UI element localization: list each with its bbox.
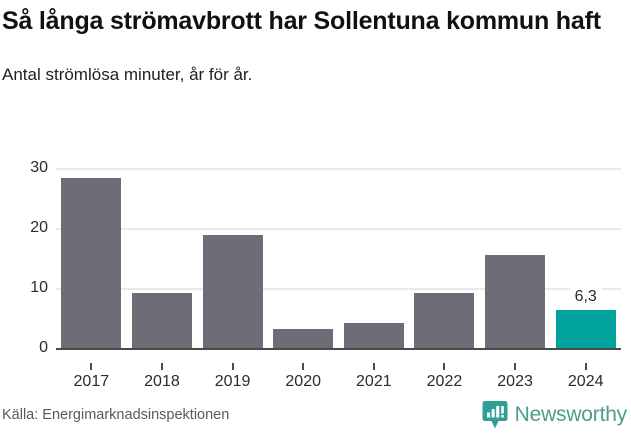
gridline xyxy=(56,228,621,230)
y-tick-label: 0 xyxy=(39,339,48,356)
bar-slot xyxy=(268,168,339,348)
x-tick xyxy=(302,363,305,370)
bar-slot xyxy=(409,168,480,348)
x-axis-slot: 2018 xyxy=(127,363,198,393)
bar-series: 6,3 xyxy=(56,168,621,348)
bar-2017[interactable] xyxy=(61,178,122,348)
bar-2020[interactable] xyxy=(273,328,334,348)
x-tick-label-2018: 2018 xyxy=(144,373,180,390)
x-tick xyxy=(90,363,93,370)
axis-baseline xyxy=(56,348,621,350)
bar-2022[interactable] xyxy=(414,293,475,348)
gridline xyxy=(56,168,621,170)
x-tick xyxy=(160,363,163,370)
bar-slot: 6,3 xyxy=(550,168,621,348)
x-axis-slot: 2022 xyxy=(409,363,480,393)
x-axis-slot: 2023 xyxy=(480,363,551,393)
bar-2018[interactable] xyxy=(131,292,192,348)
page-title: Så långa strömavbrott har Sollentuna kom… xyxy=(2,7,601,35)
x-tick-label-2023: 2023 xyxy=(497,373,533,390)
gridline xyxy=(56,288,621,290)
x-tick-label-2022: 2022 xyxy=(426,373,463,390)
brand-logo[interactable]: Newsworthy xyxy=(482,400,627,430)
x-tick xyxy=(372,363,375,370)
x-tick xyxy=(584,363,587,370)
chart-subtitle: Antal strömlösa minuter, år för år. xyxy=(2,64,253,84)
x-axis: 2017 2018 2019 2020 2021 2022 2023 2024 xyxy=(56,363,621,393)
y-tick-label: 30 xyxy=(30,159,48,176)
y-axis: 0 10 20 30 xyxy=(0,159,56,363)
x-tick-label-2020: 2020 xyxy=(285,373,321,390)
x-tick xyxy=(231,363,234,370)
y-tick-label: 20 xyxy=(30,219,48,236)
x-axis-slot: 2019 xyxy=(197,363,268,393)
x-tick-label-2019: 2019 xyxy=(214,373,251,390)
x-axis-slot: 2020 xyxy=(268,363,339,393)
bar-value-label: 6,3 xyxy=(569,288,602,307)
bar-2021[interactable] xyxy=(343,323,404,348)
source-label: Källa: Energimarknadsinspektionen xyxy=(2,407,230,423)
x-axis-slot: 2024 xyxy=(550,363,621,393)
x-tick-label-2024: 2024 xyxy=(567,373,604,390)
x-axis-slot: 2017 xyxy=(56,363,127,393)
x-tick xyxy=(443,363,446,370)
x-tick-label-2021: 2021 xyxy=(356,373,392,390)
bar-slot xyxy=(56,168,127,348)
brand-name: Newsworthy xyxy=(514,403,628,426)
chart-plot-area: 0 10 20 30 6,3 xyxy=(0,159,631,363)
x-tick-label-2017: 2017 xyxy=(73,373,110,390)
bar-slot xyxy=(127,168,198,348)
bar-slot xyxy=(339,168,410,348)
chart-header: Så långa strömavbrott har Sollentuna kom… xyxy=(0,0,631,85)
bar-slot xyxy=(197,168,268,348)
bar-2023[interactable] xyxy=(485,255,546,348)
grid-area: 6,3 xyxy=(56,168,621,363)
bar-2019[interactable] xyxy=(202,234,263,348)
x-tick xyxy=(514,363,517,370)
bar-2024[interactable]: 6,3 xyxy=(555,288,616,348)
y-tick-label: 10 xyxy=(30,279,48,296)
bar-slot xyxy=(480,168,551,348)
x-axis-slot: 2021 xyxy=(339,363,410,393)
chart-footer: Källa: Energimarknadsinspektionen Newswo… xyxy=(0,399,631,431)
newsworthy-barchart-pin-icon xyxy=(482,401,508,429)
